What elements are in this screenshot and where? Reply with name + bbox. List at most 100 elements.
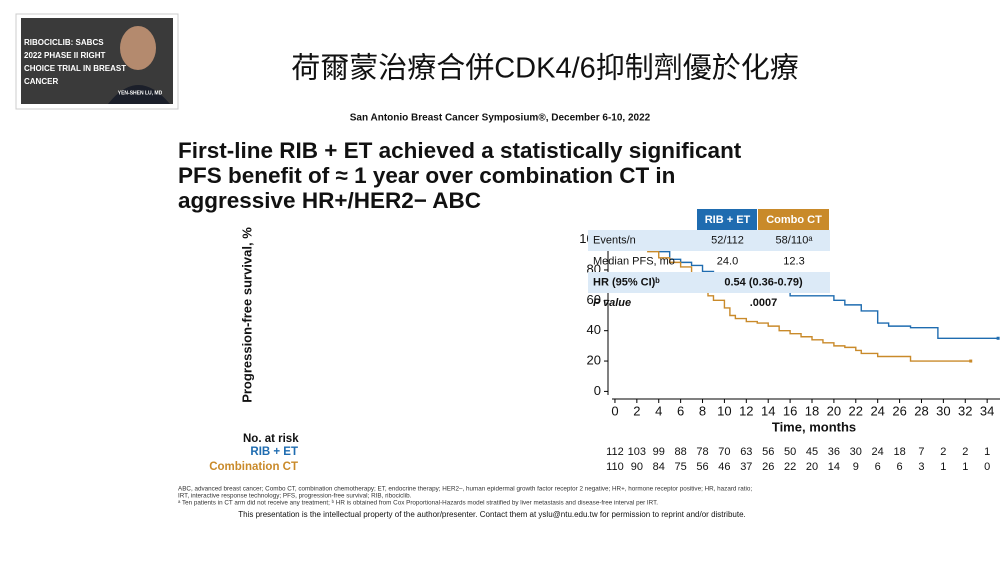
conference: San Antonio Breast Cancer Symposium®, De… bbox=[350, 113, 651, 124]
x-tick-label: 4 bbox=[655, 403, 662, 418]
risk-count: 22 bbox=[784, 461, 796, 473]
risk-count: 45 bbox=[806, 446, 818, 458]
y-tick-label: 60 bbox=[587, 292, 601, 307]
risk-row-label: Combination CT bbox=[209, 461, 298, 473]
risk-count: 84 bbox=[653, 461, 665, 473]
risk-count: 2 bbox=[962, 446, 968, 458]
table-cell: 58/110ᵃ bbox=[776, 234, 814, 246]
thumbnail-suit bbox=[108, 85, 170, 104]
y-axis-label: Progression-free survival, % bbox=[239, 227, 254, 403]
x-tick-label: 18 bbox=[805, 403, 819, 418]
risk-count: 2 bbox=[940, 446, 946, 458]
thumbnail-text: CANCER bbox=[24, 77, 58, 86]
censor-mark bbox=[969, 359, 973, 363]
table-header-cell bbox=[758, 209, 829, 230]
footnote: ABC, advanced breast cancer; Combo CT, c… bbox=[178, 486, 752, 493]
risk-count: 0 bbox=[984, 461, 990, 473]
risk-count: 78 bbox=[696, 446, 708, 458]
footnote: ᵃ Ten patients in CT arm did not receive… bbox=[178, 500, 658, 507]
x-tick-label: 24 bbox=[870, 403, 884, 418]
risk-count: 9 bbox=[853, 461, 859, 473]
x-tick-label: 20 bbox=[827, 403, 841, 418]
table-header-cell bbox=[697, 209, 757, 230]
headline: First-line RIB + ET achieved a statistic… bbox=[178, 138, 742, 163]
risk-count: 110 bbox=[606, 461, 624, 473]
risk-count: 46 bbox=[718, 461, 730, 473]
risk-count: 20 bbox=[806, 461, 818, 473]
risk-count: 56 bbox=[762, 446, 774, 458]
table-cell: .0007 bbox=[750, 297, 778, 309]
x-tick-label: 28 bbox=[914, 403, 928, 418]
risk-count: 6 bbox=[897, 461, 903, 473]
risk-count: 24 bbox=[872, 446, 884, 458]
table-row-bg bbox=[588, 230, 830, 251]
risk-count: 1 bbox=[940, 461, 946, 473]
x-tick-label: 16 bbox=[783, 403, 797, 418]
y-tick-label: 40 bbox=[587, 322, 601, 337]
table-cell: 24.0 bbox=[717, 255, 738, 267]
table-cell: 12.3 bbox=[783, 255, 804, 267]
table-header: Combo CT bbox=[766, 214, 822, 226]
headline: PFS benefit of ≈ 1 year over combination… bbox=[178, 163, 675, 188]
risk-count: 18 bbox=[893, 446, 905, 458]
risk-count: 103 bbox=[628, 446, 646, 458]
table-cell: 52/112 bbox=[711, 234, 744, 246]
x-tick-label: 14 bbox=[761, 403, 775, 418]
x-tick-label: 0 bbox=[611, 403, 618, 418]
risk-count: 37 bbox=[740, 461, 752, 473]
x-axis-label: Time, months bbox=[772, 419, 856, 434]
risk-count: 56 bbox=[696, 461, 708, 473]
x-tick-label: 30 bbox=[936, 403, 950, 418]
thumbnail-text: CHOICE TRIAL IN BREAST bbox=[24, 64, 126, 73]
x-tick-label: 22 bbox=[849, 403, 863, 418]
y-tick-label: 0 bbox=[594, 383, 601, 398]
x-tick-label: 32 bbox=[958, 403, 972, 418]
table-row-label: P value bbox=[593, 297, 631, 309]
risk-count: 50 bbox=[784, 446, 796, 458]
table-row-bg bbox=[588, 272, 830, 293]
risk-title: No. at risk bbox=[243, 433, 299, 445]
x-tick-label: 6 bbox=[677, 403, 684, 418]
table-cell: 0.54 (0.36-0.79) bbox=[724, 276, 803, 288]
risk-row-label: RIB + ET bbox=[250, 446, 298, 458]
risk-count: 112 bbox=[606, 446, 624, 458]
risk-count: 36 bbox=[828, 446, 840, 458]
notice: This presentation is the intellectual pr… bbox=[238, 510, 746, 519]
slide-title: 荷爾蒙治療合併CDK4/6抑制劑優於化療 bbox=[291, 52, 799, 85]
risk-count: 90 bbox=[631, 461, 643, 473]
y-tick-label: 20 bbox=[587, 352, 601, 367]
risk-count: 70 bbox=[718, 446, 730, 458]
risk-count: 6 bbox=[875, 461, 881, 473]
risk-count: 7 bbox=[918, 446, 924, 458]
risk-count: 99 bbox=[653, 446, 665, 458]
risk-count: 14 bbox=[828, 461, 840, 473]
risk-count: 3 bbox=[918, 461, 924, 473]
survival-curve bbox=[614, 238, 971, 362]
risk-count: 88 bbox=[675, 446, 687, 458]
x-tick-label: 26 bbox=[892, 403, 906, 418]
table-row-label: Median PFS, mo bbox=[593, 255, 675, 267]
x-tick-label: 2 bbox=[633, 403, 640, 418]
thumbnail-text: 2022 PHASE II RIGHT bbox=[24, 51, 105, 60]
risk-count: 75 bbox=[675, 461, 687, 473]
footnote: IRT, interactive response technology; PF… bbox=[178, 493, 412, 500]
table-header: RIB + ET bbox=[705, 214, 751, 226]
x-tick-label: 34 bbox=[980, 403, 994, 418]
table-row-label: HR (95% CI)ᵇ bbox=[593, 276, 660, 288]
thumbnail-text: RIBOCICLIB: SABCS bbox=[24, 38, 104, 47]
risk-count: 1 bbox=[962, 461, 968, 473]
risk-count: 26 bbox=[762, 461, 774, 473]
x-tick-label: 8 bbox=[699, 403, 706, 418]
censor-mark bbox=[996, 336, 1000, 340]
x-tick-label: 12 bbox=[739, 403, 753, 418]
thumbnail-speaker: YEN-SHEN LU, MD bbox=[118, 90, 163, 96]
risk-count: 30 bbox=[850, 446, 862, 458]
risk-count: 1 bbox=[984, 446, 990, 458]
x-tick-label: 10 bbox=[717, 403, 731, 418]
table-row-label: Events/n bbox=[593, 234, 636, 246]
thumbnail-face bbox=[120, 26, 156, 70]
risk-count: 63 bbox=[740, 446, 752, 458]
headline: aggressive HR+/HER2− ABC bbox=[178, 188, 481, 213]
